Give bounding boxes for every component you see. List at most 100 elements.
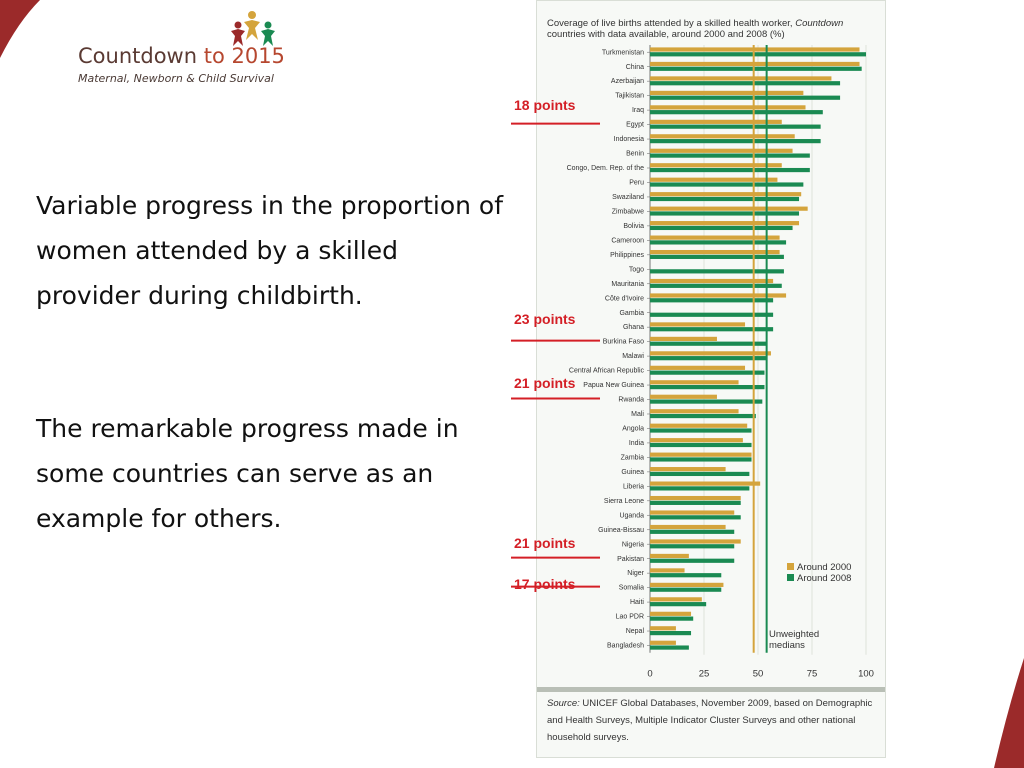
bar-around-2000-papua-new-guinea	[650, 380, 739, 385]
bar-around-2008-philippines	[650, 254, 784, 259]
bar-around-2008-uganda	[650, 515, 741, 520]
bar-around-2008-bangladesh	[650, 645, 689, 650]
bar-around-2000-ghana	[650, 322, 746, 327]
category-label-lao-pdr: Lao PDR	[616, 614, 644, 621]
x-tick-label-100: 100	[858, 669, 874, 680]
category-label-philippines: Philippines	[610, 252, 644, 259]
bar-around-2000-pakistan	[650, 553, 689, 559]
bar-around-2008-peru	[650, 182, 804, 187]
bar-around-2000-china	[650, 61, 860, 67]
category-label-congo-dem-rep-of-the: Congo, Dem. Rep. of the	[567, 165, 645, 172]
category-label-benin: Benin	[626, 151, 644, 158]
bar-around-2008-guinea-bissau	[650, 529, 735, 534]
source-divider	[537, 687, 885, 692]
bar-around-2008-haiti	[650, 602, 707, 607]
bar-around-2008-angola	[650, 428, 752, 433]
bar-around-2000-lao-pdr	[650, 611, 692, 616]
category-label-indonesia: Indonesia	[614, 136, 644, 143]
bar-around-2008-bolivia	[650, 225, 793, 231]
chart-title: Coverage of live births attended by a sk…	[547, 18, 844, 40]
bar-around-2008-rwanda	[650, 399, 763, 404]
medians-note: Unweighted medians	[769, 629, 819, 651]
bar-around-2000-sierra-leone	[650, 495, 741, 501]
legend-label-around-2008: Around 2008	[797, 573, 851, 584]
bar-around-2000-turkmenistan	[650, 47, 860, 52]
bar-around-2000-central-african-republic	[650, 365, 746, 370]
bar-around-2008-pakistan	[650, 558, 735, 563]
bar-around-2008-mauritania	[650, 283, 782, 288]
category-label-malawi: Malawi	[622, 353, 644, 360]
category-label-sierra-leone: Sierra Leone	[604, 498, 644, 505]
bar-around-2000-nepal	[650, 626, 676, 631]
bar-around-2000-bangladesh	[650, 640, 676, 645]
bar-around-2000-somalia	[650, 582, 724, 587]
category-label-zimbabwe: Zimbabwe	[612, 208, 644, 215]
chart-source: Source: UNICEF Global Databases, Novembe…	[547, 698, 873, 743]
x-tick-label-0: 0	[647, 669, 652, 680]
paragraph-variable-progress: Variable progress in the proportion of w…	[36, 191, 504, 310]
bar-around-2008-papua-new-guinea	[650, 385, 765, 390]
category-label-papua-new-guinea: Papua New Guinea	[583, 382, 644, 389]
category-label-togo: Togo	[629, 266, 644, 273]
medians-note-line-2: medians	[769, 640, 805, 651]
corner-decoration-top	[0, 0, 40, 58]
bar-around-2008-china	[650, 66, 862, 71]
bar-around-2008-indonesia	[650, 139, 821, 144]
category-label-mali: Mali	[631, 411, 644, 418]
chart-panel: Coverage of live births attended by a sk…	[536, 0, 886, 758]
legend-swatch-around-2008	[787, 574, 794, 581]
bar-around-2008-gambia	[650, 312, 774, 317]
annotation-label-burkina-faso: 23 points	[514, 311, 576, 327]
bar-around-2008-burkina-faso	[650, 341, 767, 346]
bar-around-2008-iraq	[650, 110, 823, 115]
bar-around-2000-uganda	[650, 510, 735, 515]
bar-around-2008-congo-dem-rep-of-the	[650, 167, 810, 173]
category-label-gambia: Gambia	[619, 310, 644, 317]
bar-around-2000-niger	[650, 568, 685, 573]
bar-around-2000-guinea	[650, 467, 726, 472]
countdown-logo: Countdown to 2015 Maternal, Newborn & Ch…	[72, 10, 312, 90]
bar-around-2000-azerbaijan	[650, 76, 832, 81]
bar-around-2000-india	[650, 438, 743, 443]
corner-decoration-bottom	[994, 658, 1024, 768]
category-label-bolivia: Bolivia	[623, 223, 644, 230]
bar-around-2000-liberia	[650, 481, 761, 486]
category-label-mauritania: Mauritania	[611, 281, 644, 288]
bar-around-2008-liberia	[650, 486, 750, 491]
bar-around-2000-cameroon	[650, 235, 780, 240]
bar-around-2008-c-te-d-ivoire	[650, 298, 774, 303]
bar-around-2008-nepal	[650, 631, 692, 636]
category-label-swaziland: Swaziland	[612, 194, 644, 201]
bar-around-2008-swaziland	[650, 196, 800, 202]
bar-around-2008-zambia	[650, 457, 752, 462]
bar-around-2008-cameroon	[650, 240, 787, 245]
bar-around-2000-swaziland	[650, 192, 802, 197]
bar-around-2008-somalia	[650, 587, 722, 592]
legend-label-around-2000: Around 2000	[797, 562, 851, 573]
bar-around-2000-egypt	[650, 119, 782, 124]
bar-around-2000-zimbabwe	[650, 206, 808, 211]
category-label-pakistan: Pakistan	[617, 556, 644, 563]
category-label-azerbaijan: Azerbaijan	[611, 78, 644, 85]
bar-around-2008-sierra-leone	[650, 500, 741, 505]
bar-around-2008-india	[650, 442, 752, 448]
logo-tagline: Maternal, Newborn & Child Survival	[78, 72, 274, 85]
bar-around-2008-guinea	[650, 471, 750, 477]
bar-around-2008-mali	[650, 413, 756, 419]
bar-around-2008-nigeria	[650, 544, 735, 549]
category-label-uganda: Uganda	[619, 512, 644, 519]
x-tick-label-25: 25	[699, 669, 710, 680]
category-label-india: India	[629, 440, 644, 447]
category-label-nepal: Nepal	[626, 628, 645, 635]
bar-around-2008-central-african-republic	[650, 370, 765, 375]
x-tick-label-50: 50	[753, 669, 764, 680]
category-label-angola: Angola	[622, 426, 644, 433]
bar-around-2000-guinea-bissau	[650, 524, 726, 530]
category-label-central-african-republic: Central African Republic	[569, 368, 645, 375]
bar-around-2008-togo	[650, 269, 784, 274]
bar-around-2000-rwanda	[650, 394, 717, 399]
category-label-rwanda: Rwanda	[618, 397, 644, 404]
category-label-guinea-bissau: Guinea-Bissau	[598, 527, 644, 534]
bar-around-2008-zimbabwe	[650, 211, 800, 216]
bar-around-2008-azerbaijan	[650, 81, 841, 86]
